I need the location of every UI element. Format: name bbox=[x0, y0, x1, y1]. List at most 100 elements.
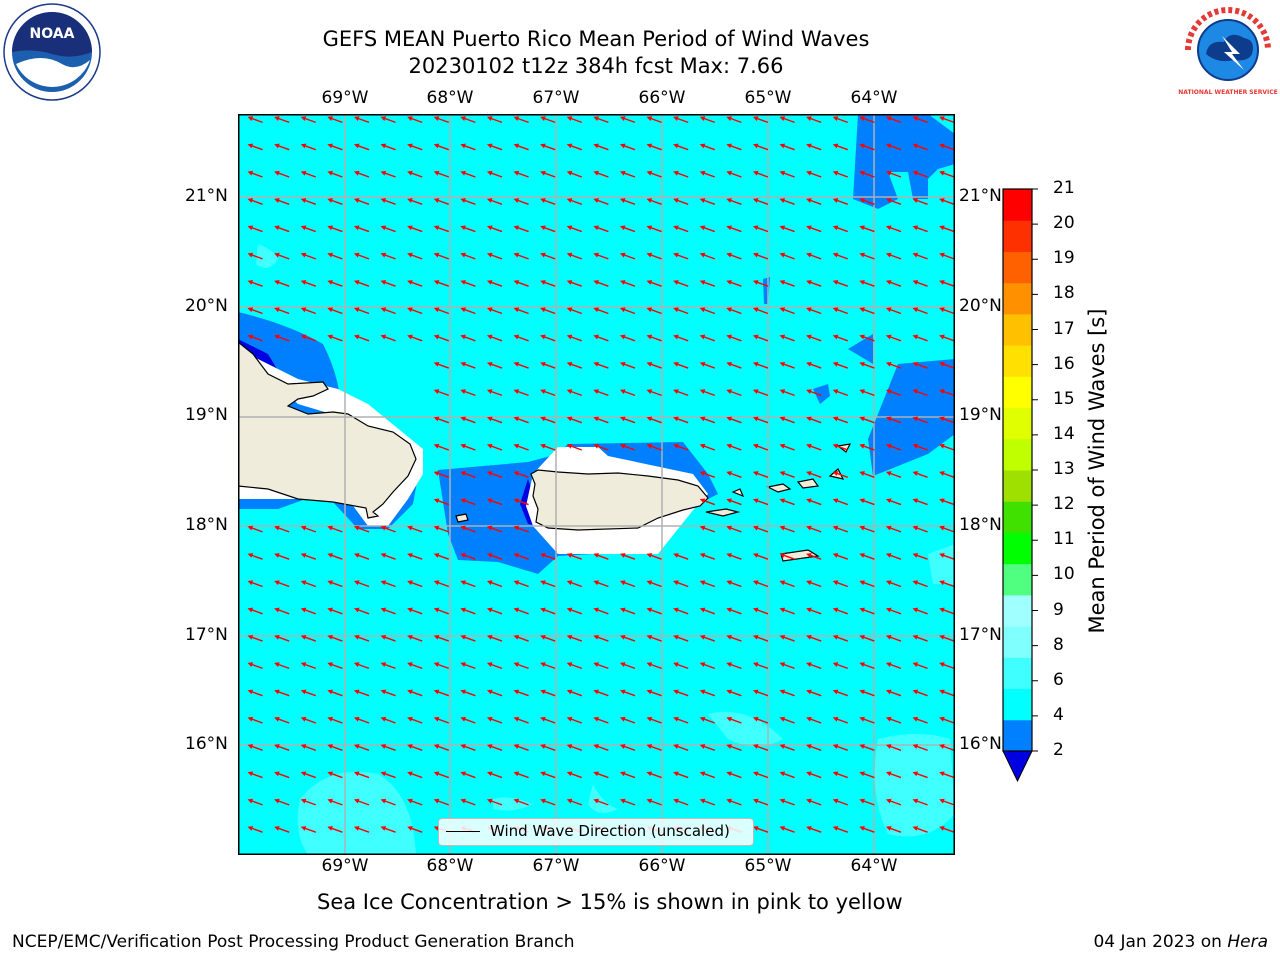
wind-wave-arrow bbox=[752, 389, 769, 397]
wind-wave-arrow bbox=[353, 143, 370, 151]
wind-wave-arrow bbox=[646, 252, 662, 260]
wind-wave-arrow bbox=[885, 553, 902, 560]
wind-wave-arrow bbox=[300, 662, 317, 670]
wind-wave-arrow bbox=[752, 198, 769, 205]
wind-wave-arrow bbox=[752, 662, 769, 670]
wind-wave-arrow bbox=[566, 771, 583, 779]
wind-wave-arrow bbox=[939, 143, 955, 151]
wind-wave-arrow bbox=[460, 307, 476, 315]
wind-wave-arrow bbox=[247, 744, 263, 751]
wind-wave-arrow bbox=[513, 553, 529, 560]
wind-wave-arrow bbox=[859, 143, 875, 151]
wind-wave-arrow bbox=[673, 280, 689, 287]
colorbar-bin bbox=[1003, 345, 1032, 377]
noaa-logo: NOAA bbox=[3, 3, 101, 101]
wind-wave-arrow bbox=[353, 198, 370, 205]
wind-wave-arrow bbox=[513, 198, 529, 205]
colorbar-bin bbox=[1003, 719, 1032, 752]
colorbar-tick-label: 11 bbox=[1053, 529, 1075, 550]
wind-wave-arrow bbox=[486, 525, 503, 533]
wind-wave-arrow bbox=[912, 553, 928, 560]
wind-wave-arrow bbox=[806, 662, 822, 670]
wind-wave-arrow bbox=[540, 580, 556, 588]
wind-wave-arrow bbox=[806, 771, 822, 779]
lon-label-bottom: 65°W bbox=[744, 856, 792, 876]
wind-wave-arrow bbox=[540, 143, 556, 151]
wind-wave-arrow bbox=[433, 443, 450, 451]
wind-wave-arrow bbox=[486, 798, 503, 806]
wind-wave-arrow bbox=[460, 280, 476, 287]
lat-label-right: 20°N bbox=[959, 296, 1002, 316]
wind-wave-arrow bbox=[327, 826, 343, 833]
wind-wave-arrow bbox=[832, 361, 849, 369]
colorbar bbox=[1002, 188, 1038, 783]
lon-label-bottom: 69°W bbox=[321, 856, 369, 876]
wind-wave-arrow bbox=[646, 553, 662, 560]
wind-wave-arrow bbox=[274, 771, 290, 779]
wind-wave-arrow bbox=[380, 634, 396, 642]
colorbar-bins bbox=[1003, 189, 1032, 752]
wind-wave-arrow bbox=[832, 826, 849, 833]
wind-wave-arrow bbox=[353, 116, 370, 124]
wind-wave-arrow bbox=[274, 798, 290, 806]
wind-wave-arrow bbox=[460, 471, 476, 478]
wind-wave-arrow bbox=[885, 307, 902, 315]
wind-wave-arrow bbox=[752, 798, 769, 806]
wind-wave-arrow bbox=[380, 525, 396, 533]
wind-wave-arrow bbox=[433, 225, 450, 233]
colorbar-bin bbox=[1003, 501, 1032, 533]
colorbar-tick-label: 18 bbox=[1053, 283, 1075, 304]
wind-wave-arrow bbox=[939, 689, 955, 697]
wind-wave-arrow bbox=[673, 443, 689, 451]
wind-wave-arrow bbox=[646, 170, 662, 178]
wind-wave-arrow bbox=[806, 334, 822, 342]
wind-wave-arrow bbox=[407, 307, 423, 315]
colorbar-bin bbox=[1003, 313, 1032, 346]
wind-wave-arrow bbox=[939, 280, 955, 287]
wind-wave-arrow bbox=[859, 198, 875, 205]
wind-wave-arrow bbox=[274, 307, 290, 315]
wind-wave-arrow bbox=[779, 580, 795, 588]
wind-wave-arrow bbox=[885, 361, 902, 369]
colorbar-tick-label: 10 bbox=[1053, 564, 1075, 585]
wind-wave-arrow bbox=[806, 252, 822, 260]
lon-label-bottom: 66°W bbox=[638, 856, 686, 876]
wind-wave-arrow bbox=[540, 744, 556, 751]
wind-wave-arrow bbox=[566, 143, 583, 151]
wind-wave-arrow bbox=[300, 580, 317, 588]
wind-wave-arrow bbox=[407, 225, 423, 233]
wind-wave-arrow bbox=[513, 498, 529, 506]
wind-wave-arrow bbox=[806, 389, 822, 397]
wind-wave-arrow bbox=[593, 716, 609, 724]
wind-wave-arrow bbox=[806, 498, 822, 506]
wind-wave-arrow bbox=[673, 744, 689, 751]
wind-wave-arrow bbox=[353, 334, 370, 342]
wind-wave-arrow bbox=[513, 798, 529, 806]
wind-wave-arrow bbox=[380, 170, 396, 178]
wind-wave-arrow bbox=[247, 662, 263, 670]
wind-wave-arrow bbox=[912, 361, 928, 369]
lat-label-right: 17°N bbox=[959, 625, 1002, 645]
wind-wave-arrow bbox=[619, 361, 636, 369]
wind-wave-arrow bbox=[832, 553, 849, 560]
wind-wave-arrow bbox=[247, 525, 263, 533]
wind-wave-arrow bbox=[885, 798, 902, 806]
wind-wave-arrow bbox=[566, 416, 583, 424]
wind-wave-arrow bbox=[832, 607, 849, 615]
wind-wave-arrow bbox=[699, 607, 716, 615]
wind-wave-arrow bbox=[300, 826, 317, 833]
colorbar-tick-label: 19 bbox=[1053, 248, 1075, 269]
wind-wave-arrow bbox=[912, 498, 928, 506]
colorbar-tick-label: 16 bbox=[1053, 353, 1075, 374]
wind-wave-arrow bbox=[300, 280, 317, 287]
wind-wave-arrow bbox=[939, 553, 955, 560]
wind-wave-arrow bbox=[885, 471, 902, 478]
wind-wave-arrow bbox=[832, 798, 849, 806]
wind-wave-arrow bbox=[832, 443, 849, 451]
wind-wave-arrow bbox=[593, 771, 609, 779]
wind-wave-arrow bbox=[885, 662, 902, 670]
wind-wave-arrow bbox=[619, 607, 636, 615]
wind-wave-arrow bbox=[593, 143, 609, 151]
wind-wave-arrow bbox=[566, 225, 583, 233]
wind-wave-arrow bbox=[566, 116, 583, 124]
